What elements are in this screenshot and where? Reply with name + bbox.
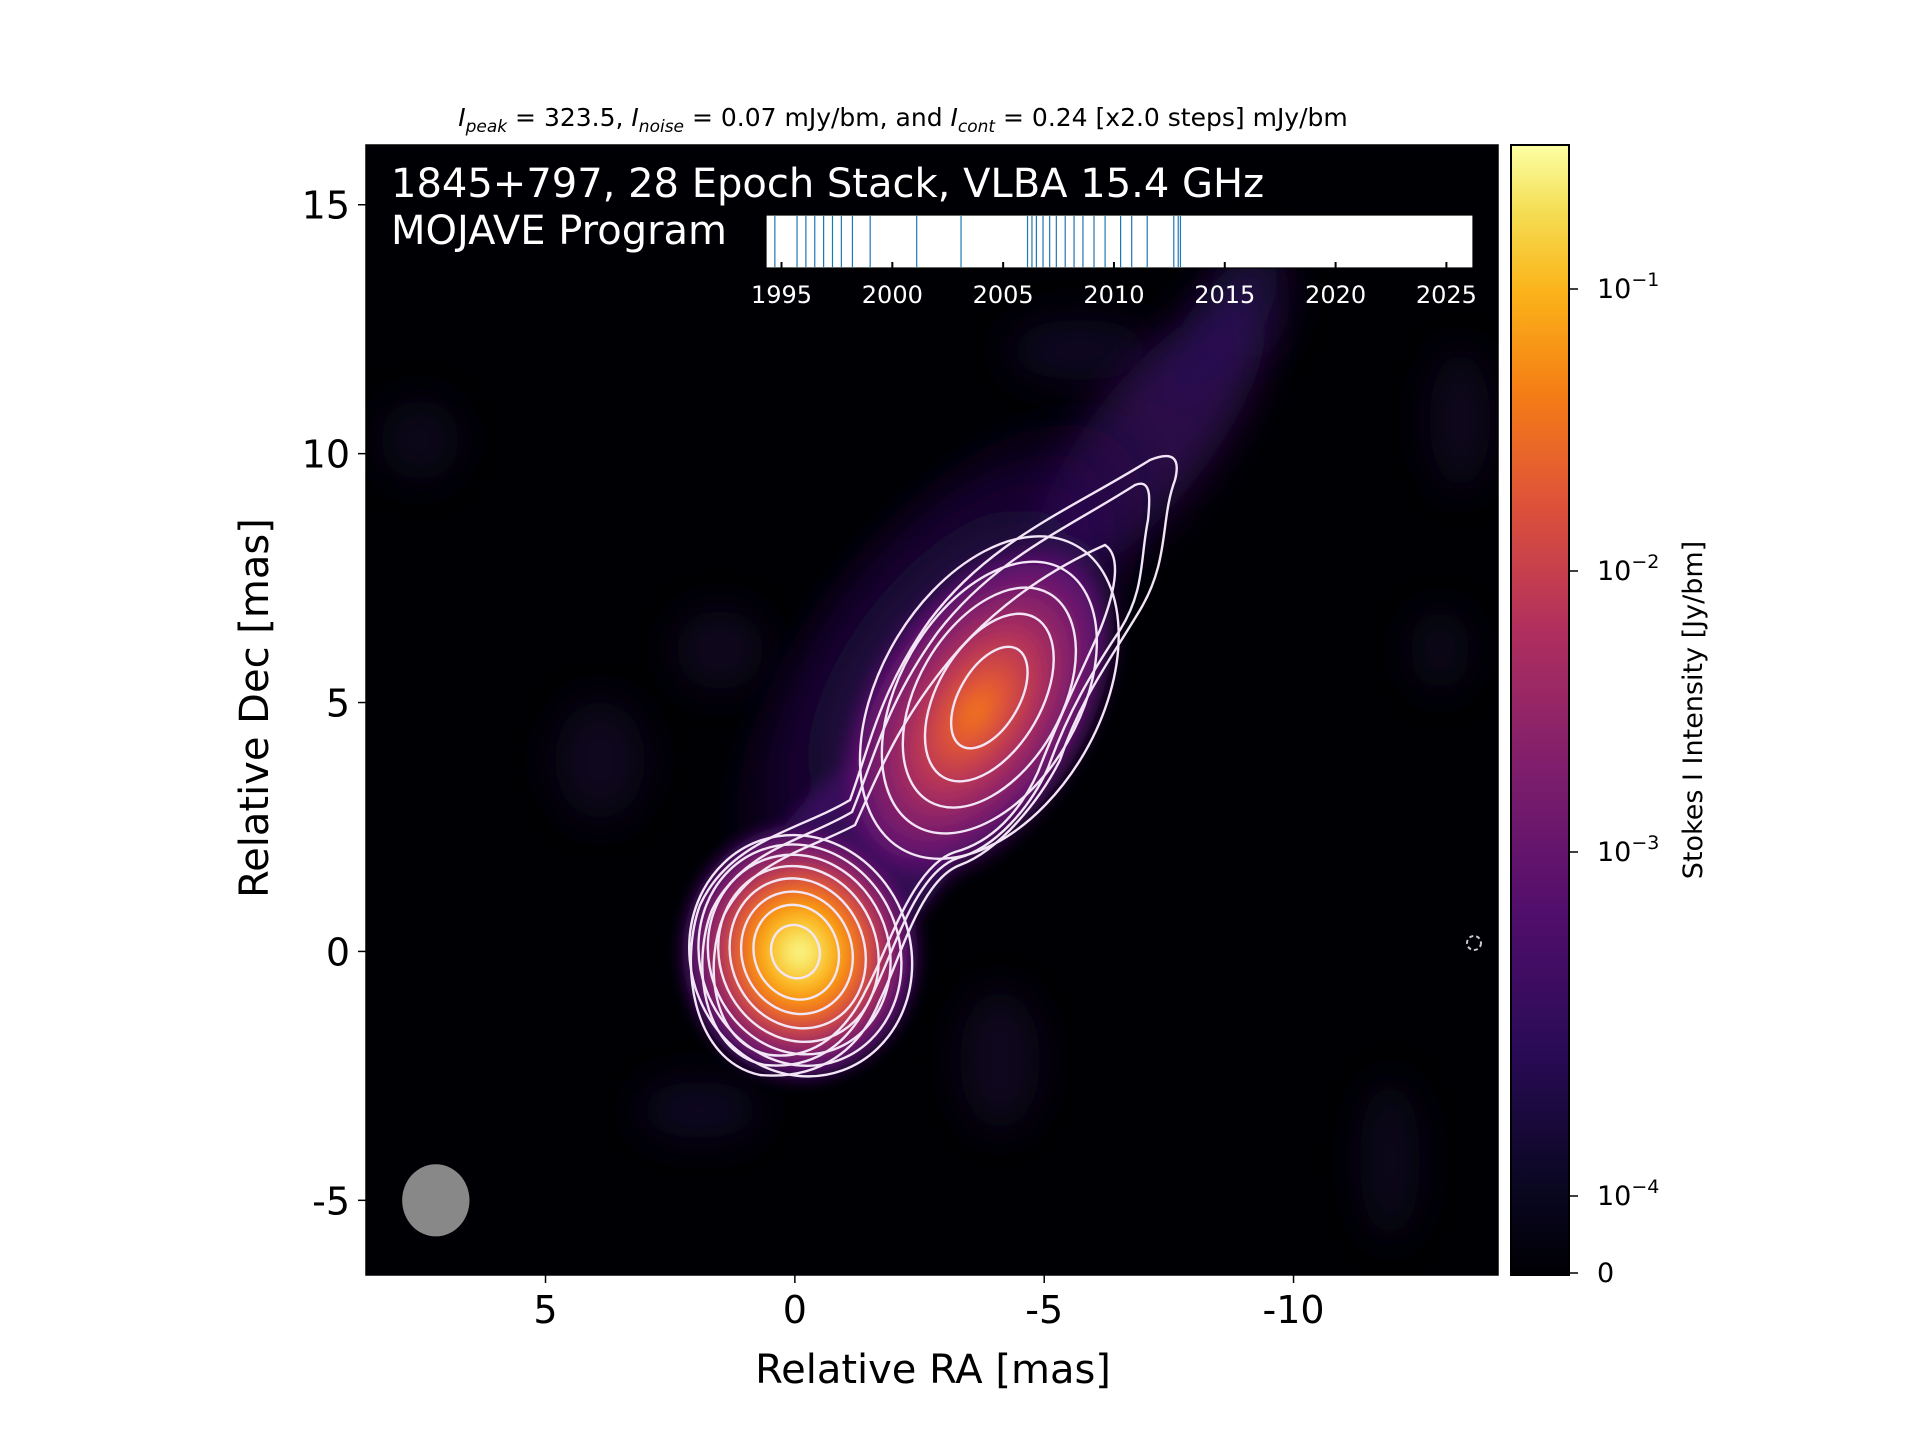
timeline-tick-label: 2010 xyxy=(1083,281,1144,309)
timeline-tick-label: 1995 xyxy=(751,281,812,309)
intensity-map xyxy=(380,240,1490,1240)
x-tick-label: 0 xyxy=(783,1288,807,1332)
source-annotation: 1845+797, 28 Epoch Stack, VLBA 15.4 GHz xyxy=(391,161,1264,207)
contour-core xyxy=(769,923,822,980)
contour-jet xyxy=(880,560,1099,835)
program-annotation: MOJAVE Program xyxy=(391,208,727,254)
y-axis-label: Relative Dec [mas] xyxy=(232,518,278,898)
x-tick-label: 5 xyxy=(533,1288,557,1332)
contour-jet xyxy=(923,612,1055,783)
colorbar-tick-label: 0 xyxy=(1597,1258,1614,1289)
epoch-timeline: 1995 2000 2005 2010 2015 2020 2025 xyxy=(751,214,1477,309)
x-axis-label: Relative RA [mas] xyxy=(755,1347,1111,1393)
y-tick-label: -5 xyxy=(312,1179,350,1223)
x-tick-label: -10 xyxy=(1263,1288,1325,1332)
plot-frame xyxy=(365,144,1499,1276)
y-tick-label: 5 xyxy=(326,682,350,726)
contour-core xyxy=(728,877,868,1030)
dashed-marker xyxy=(1466,935,1482,951)
timeline-tick-label: 2005 xyxy=(973,281,1034,309)
contour-envelope xyxy=(712,543,1117,1057)
contour-jet xyxy=(858,535,1120,860)
colorbar: 10−1 10−2 10−3 10−4 0 Stokes I Intensity [Jy… xyxy=(1510,144,1709,1289)
colorbar-tick-label: 10−1 xyxy=(1597,269,1659,305)
image-panel: 1845+797, 28 Epoch Stack, VLBA 15.4 GHz … xyxy=(365,144,1499,1276)
colorbar-tick-label: 10−2 xyxy=(1597,551,1659,587)
x-axis: 5 0 -5 -10 xyxy=(533,1275,1325,1332)
y-tick-label: 10 xyxy=(302,433,350,477)
contour-core xyxy=(739,890,855,1016)
timeline-tick-label: 2015 xyxy=(1194,281,1255,309)
y-tick-label: 0 xyxy=(326,930,350,974)
contour-jet xyxy=(901,586,1078,809)
timeline-box xyxy=(765,214,1474,269)
contour-envelope xyxy=(701,482,1151,1067)
contour-core xyxy=(706,853,892,1056)
timeline-tick-label: 2025 xyxy=(1416,281,1477,309)
plot-title: Ipeak = 323.5, Inoise = 0.07 mJy/bm, and… xyxy=(458,103,1348,137)
colorbar-label: Stokes I Intensity [Jy/bm] xyxy=(1678,541,1709,879)
timeline-tick-label: 2000 xyxy=(862,281,923,309)
contour-core xyxy=(752,903,841,1001)
colorbar-gradient xyxy=(1510,144,1570,1276)
colorbar-ticks: 10−1 10−2 10−3 10−4 0 xyxy=(1569,269,1659,1289)
x-tick-label: -5 xyxy=(1025,1288,1063,1332)
timeline-ticks: 1995 2000 2005 2010 2015 2020 2025 xyxy=(751,262,1477,309)
contour-envelope xyxy=(689,454,1178,1077)
y-axis: 15 10 5 0 -5 xyxy=(302,184,366,1223)
beam-ellipse xyxy=(402,1164,470,1237)
contours xyxy=(688,454,1178,1078)
y-tick-label: 15 xyxy=(302,184,350,228)
colorbar-tick-label: 10−4 xyxy=(1597,1176,1659,1212)
contour-core xyxy=(717,864,880,1044)
contour-core xyxy=(697,843,903,1067)
contour-core xyxy=(688,833,914,1078)
colorbar-tick-label: 10−3 xyxy=(1597,832,1659,868)
timeline-tick-label: 2020 xyxy=(1305,281,1366,309)
epoch-lines xyxy=(774,216,1182,267)
contour-jet xyxy=(949,645,1029,750)
